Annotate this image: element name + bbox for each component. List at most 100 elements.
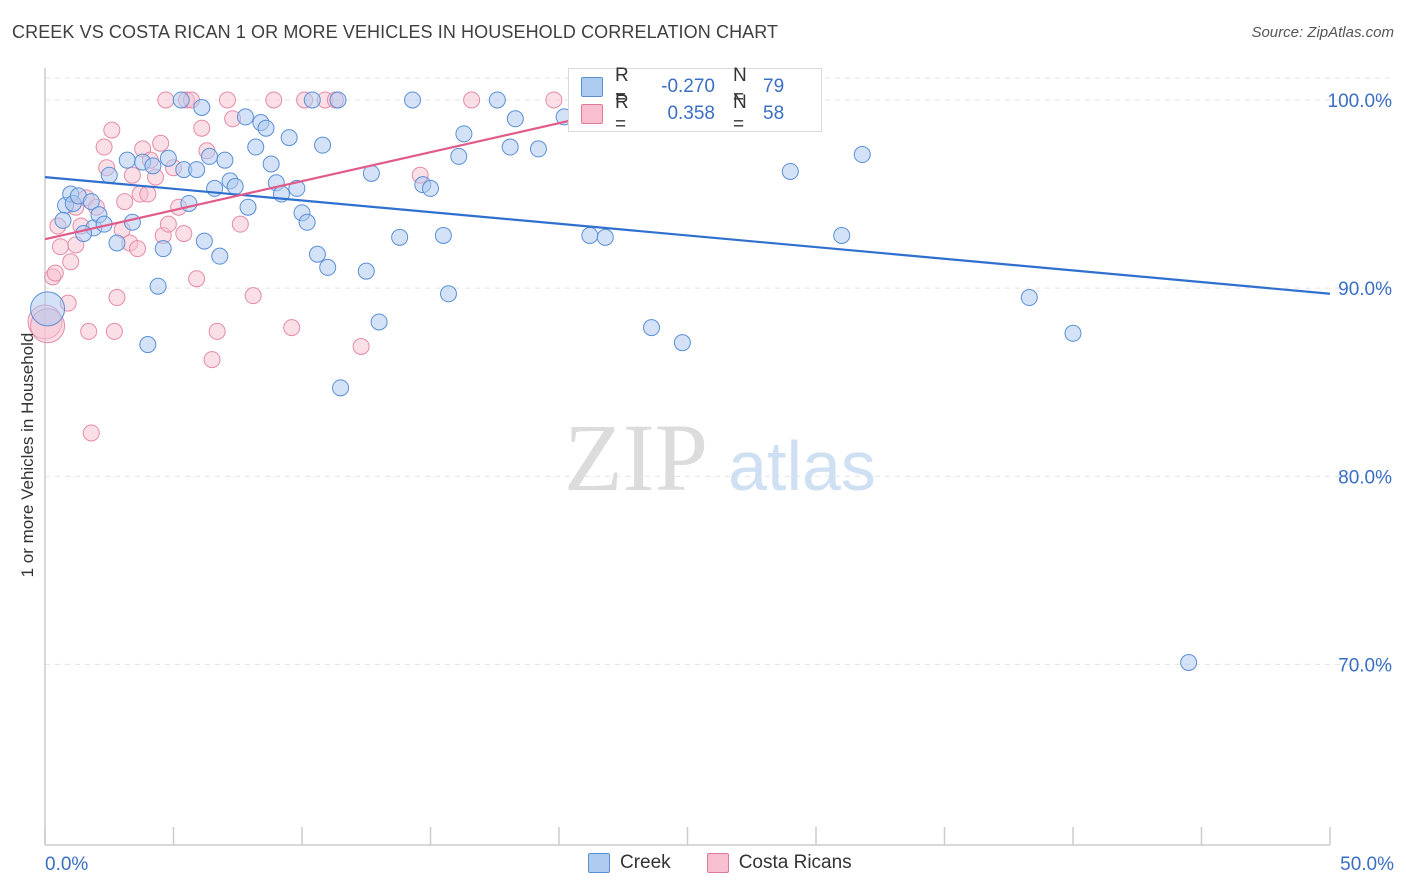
creek-point: [488, 91, 506, 109]
creek-point: [193, 99, 211, 117]
creek-point: [239, 198, 257, 216]
costa-ricans-point: [157, 91, 175, 109]
watermark-zip: ZIP: [564, 404, 708, 511]
correlation-legend: R = -0.270 N = 79 R = 0.358 N = 58: [568, 65, 822, 135]
costa-ricans-point: [175, 225, 193, 243]
costa-ricans-point: [82, 424, 100, 442]
costa-ricans-point: [283, 319, 301, 337]
costa-ricans-legend-label: Costa Ricans: [738, 852, 852, 873]
creek-point: [506, 110, 524, 128]
y-tick-label: 90.0%: [1338, 279, 1392, 300]
costa-ricans-point: [139, 185, 157, 203]
creek-r-value: -0.270: [661, 76, 715, 97]
creek-point: [211, 247, 229, 265]
creek-point: [455, 125, 473, 143]
creek-point: [298, 213, 316, 231]
costa-ricans-point: [46, 264, 64, 282]
costa-ricans-swatch: [581, 104, 603, 124]
costa-ricans-point: [129, 240, 147, 258]
creek-point: [236, 108, 254, 126]
creek-point: [188, 161, 206, 179]
creek-point: [139, 336, 157, 354]
creek-point: [288, 179, 306, 197]
costa-ricans-trend-line: [44, 98, 663, 241]
creek-point: [673, 334, 691, 352]
chart-title: CREEK VS COSTA RICAN 1 OR MORE VEHICLES …: [12, 22, 779, 42]
creek-point: [434, 226, 452, 244]
creek-n-value: 79: [763, 76, 785, 97]
watermark-atlas: atlas: [728, 427, 876, 505]
creek-point: [319, 258, 337, 276]
creek-legend-label: Creek: [620, 852, 671, 873]
costa-ricans-point: [208, 322, 226, 340]
creek-point: [581, 226, 599, 244]
grid-lines: [45, 77, 1395, 665]
costa-ricans-point: [152, 134, 170, 152]
costa-ricans-point: [545, 91, 563, 109]
costa-ricans-point: [244, 287, 262, 305]
costa-ricans-point: [105, 322, 123, 340]
creek-point: [332, 379, 350, 397]
n-label: N =: [733, 65, 747, 108]
r-label: R =: [615, 92, 629, 135]
creek-point: [1020, 289, 1038, 307]
creek-point: [195, 232, 213, 250]
creek-point: [308, 245, 326, 263]
costa-ricans-point: [188, 270, 206, 288]
creek-point: [257, 119, 275, 137]
axes: [44, 68, 1331, 846]
costa-ricans-point: [62, 253, 80, 271]
costa-ricans-legend-swatch: [706, 853, 729, 873]
n-label: N =: [733, 92, 747, 135]
creek-point: [404, 91, 422, 109]
trend-lines: [44, 98, 1331, 295]
creek-point: [247, 138, 265, 156]
costa-ricans-point: [265, 91, 283, 109]
costa-ricans-point: [352, 337, 370, 355]
costa-ricans-point: [95, 138, 113, 156]
legend-row-creek: R = -0.270 N = 79: [581, 65, 785, 108]
creek-legend-swatch: [588, 853, 610, 873]
creek-point: [329, 91, 347, 109]
creek-point: [118, 151, 136, 169]
creek-trend-line: [44, 176, 1331, 295]
creek-point: [529, 140, 547, 158]
creek-point: [303, 91, 321, 109]
costa-ricans-point: [231, 215, 249, 233]
creek-point: [82, 193, 100, 211]
costa-ricans-point: [463, 91, 481, 109]
y-tick-label: 80.0%: [1338, 467, 1392, 488]
creek-point: [144, 157, 162, 175]
creek-point: [108, 234, 126, 252]
creek-swatch: [581, 77, 603, 97]
creek-point: [123, 213, 141, 231]
creek-point: [30, 291, 66, 327]
creek-point: [1180, 654, 1198, 672]
creek-point: [853, 146, 871, 164]
y-tick-label: 70.0%: [1338, 655, 1392, 676]
creek-point: [781, 162, 799, 180]
creek-point: [280, 129, 298, 147]
series-legend: Creek Costa Ricans: [588, 852, 888, 874]
creek-point: [596, 228, 614, 246]
legend-item-costa-ricans[interactable]: Costa Ricans: [706, 852, 852, 874]
costa-ricans-points: [27, 91, 722, 442]
creek-point: [643, 319, 661, 337]
costa-ricans-r-value: 0.358: [667, 103, 715, 124]
creek-point: [422, 179, 439, 197]
source-credit: Source: ZipAtlas.com: [1251, 24, 1394, 41]
costa-ricans-point: [123, 166, 141, 184]
costa-ricans-point: [193, 119, 211, 137]
x-tick-label: 50.0%: [1340, 854, 1394, 875]
creek-point: [216, 151, 234, 169]
creek-point: [439, 285, 457, 303]
watermark: ZIP atlas: [564, 404, 876, 511]
creek-point: [450, 147, 468, 165]
creek-point: [833, 226, 851, 244]
costa-ricans-n-value: 58: [763, 103, 785, 124]
costa-ricans-point: [218, 91, 236, 109]
legend-item-creek[interactable]: Creek: [588, 852, 671, 874]
creek-points: [30, 91, 1198, 672]
creek-point: [159, 149, 177, 167]
